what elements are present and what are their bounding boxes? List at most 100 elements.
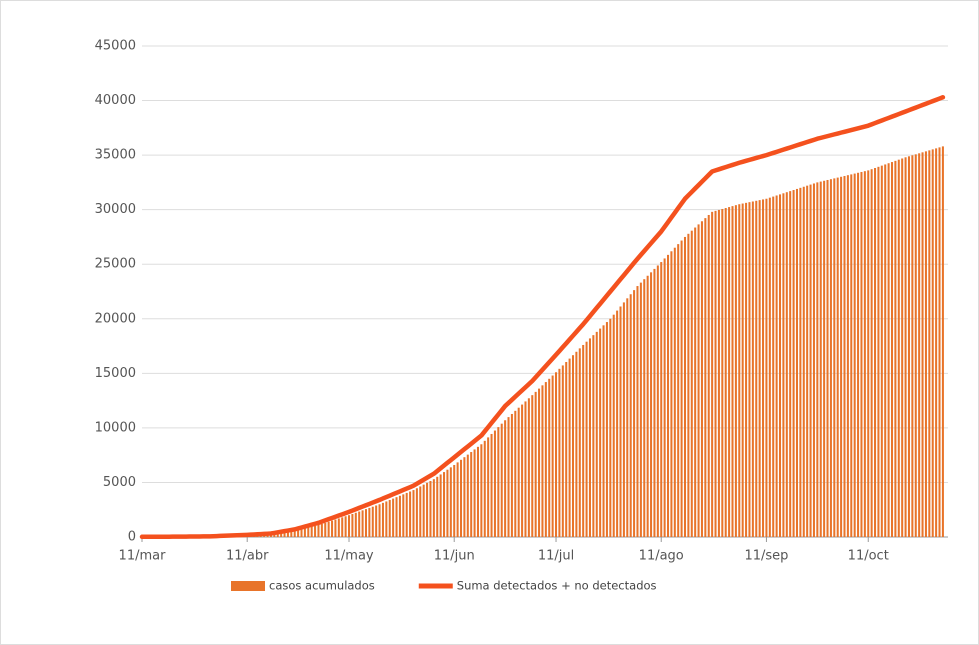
bar	[670, 251, 673, 537]
bar	[561, 365, 564, 537]
bar	[762, 199, 765, 537]
bar	[378, 504, 381, 537]
bar	[595, 331, 598, 537]
bar	[734, 205, 737, 537]
bar	[317, 524, 320, 537]
bar	[446, 469, 449, 537]
bar	[843, 175, 846, 537]
bar	[894, 160, 897, 537]
bar	[487, 437, 490, 537]
bar	[473, 449, 476, 537]
bar	[500, 423, 503, 537]
bar	[724, 208, 727, 537]
bar	[819, 181, 822, 537]
y-tick-label: 15000	[95, 366, 136, 381]
bar	[470, 452, 473, 537]
bar	[310, 526, 313, 537]
bar	[795, 188, 798, 538]
bar	[772, 196, 775, 537]
y-tick-label: 45000	[95, 39, 136, 54]
bar	[717, 209, 720, 537]
bar	[938, 147, 941, 538]
bar	[449, 467, 452, 537]
bar	[778, 194, 782, 537]
bar	[314, 525, 317, 537]
bar	[476, 446, 479, 537]
bar	[812, 183, 815, 538]
bar	[792, 190, 795, 537]
bar	[622, 302, 625, 537]
y-tick-label: 40000	[95, 93, 136, 108]
bar	[833, 178, 836, 537]
bar	[599, 328, 602, 537]
x-tick-label: 11/ago	[639, 549, 684, 564]
y-tick-label: 5000	[103, 475, 136, 490]
bar	[405, 492, 408, 537]
bar	[381, 502, 384, 537]
bar	[711, 211, 714, 538]
bar	[880, 165, 883, 537]
bar	[755, 200, 758, 537]
bar	[789, 191, 792, 537]
bar	[683, 236, 687, 537]
bar	[626, 298, 629, 537]
bar	[802, 186, 805, 537]
bar	[283, 532, 286, 537]
bar	[334, 519, 337, 537]
bar	[463, 457, 466, 537]
bar	[646, 275, 649, 537]
bar	[653, 268, 656, 537]
bar	[850, 174, 853, 537]
bar	[527, 398, 530, 537]
bar	[558, 368, 561, 537]
bar	[857, 172, 860, 537]
bar	[914, 154, 917, 537]
x-tick-label: 11/jul	[538, 549, 574, 564]
bar	[680, 240, 683, 538]
bar	[687, 233, 690, 537]
bar	[531, 395, 534, 537]
bar	[874, 168, 877, 537]
bar	[398, 495, 401, 537]
bar	[439, 474, 442, 537]
y-tick-label: 35000	[95, 148, 136, 163]
bar	[935, 148, 938, 537]
line	[139, 95, 946, 540]
bar	[700, 221, 703, 537]
bar	[931, 149, 934, 537]
bar	[412, 490, 415, 537]
bar	[293, 530, 296, 537]
bar	[395, 497, 398, 537]
bar	[884, 164, 887, 537]
bar	[809, 184, 812, 537]
bar	[538, 388, 541, 537]
bar	[578, 348, 581, 537]
bar	[344, 516, 347, 537]
bar	[605, 322, 608, 537]
y-tick-label: 10000	[95, 420, 136, 435]
bar	[887, 163, 890, 538]
y-tick-label: 0	[128, 530, 136, 545]
bar	[609, 318, 612, 537]
bar	[867, 170, 870, 538]
bar	[453, 464, 456, 537]
bar	[639, 282, 642, 537]
bar	[575, 351, 578, 537]
bar	[286, 531, 289, 537]
x-tick-label: 11/sep	[744, 549, 788, 564]
bar	[588, 338, 591, 537]
bar	[273, 533, 276, 537]
bar	[415, 488, 418, 537]
x-tick-label: 11/may	[324, 549, 374, 564]
bar	[517, 407, 520, 537]
bar	[602, 325, 605, 537]
bar	[829, 179, 832, 537]
bar	[592, 335, 595, 537]
bar	[616, 310, 619, 537]
bar	[836, 177, 839, 537]
bar	[643, 279, 646, 537]
bar	[497, 427, 500, 537]
bar	[392, 498, 395, 537]
bar	[354, 512, 357, 537]
bar	[307, 527, 310, 537]
